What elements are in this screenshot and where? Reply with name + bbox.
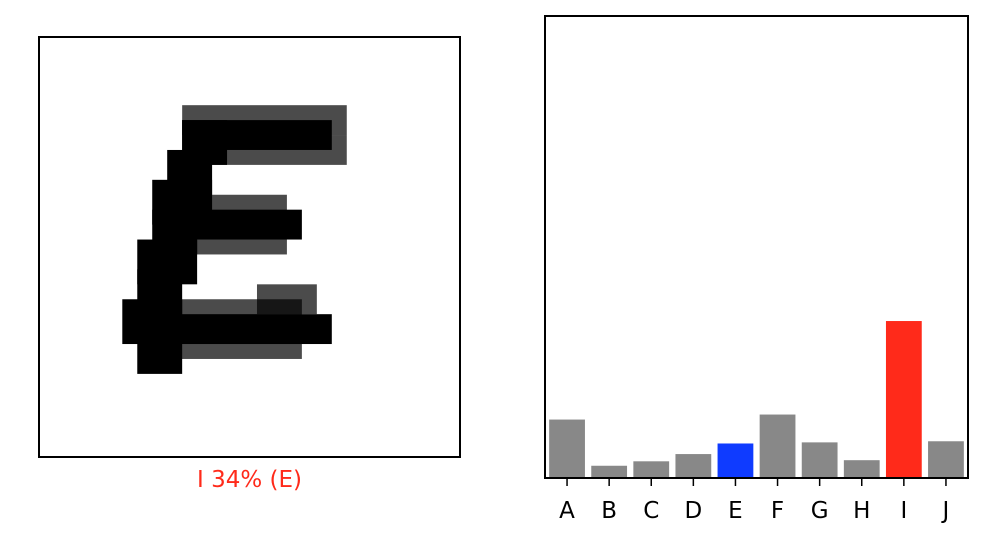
bar-c bbox=[633, 461, 670, 478]
x-tick-label-e: E bbox=[728, 498, 743, 524]
prediction-label: I 34% (E) bbox=[196, 467, 302, 493]
bar-g bbox=[801, 442, 838, 478]
bar-f bbox=[759, 414, 796, 478]
bar-a bbox=[549, 419, 585, 478]
chart-frame bbox=[544, 15, 969, 479]
bar-i bbox=[885, 321, 922, 478]
x-tick-label-f: F bbox=[771, 498, 784, 524]
x-tick-label-i: I bbox=[900, 498, 907, 524]
x-tick-label-b: B bbox=[601, 498, 617, 524]
bar-b bbox=[591, 465, 628, 478]
x-tick-label-a: A bbox=[559, 498, 575, 524]
bar-h bbox=[843, 460, 880, 478]
x-tick-label-d: D bbox=[684, 498, 702, 524]
x-tick-label-c: C bbox=[643, 498, 659, 524]
bar-j bbox=[928, 441, 964, 478]
bar-e bbox=[717, 443, 754, 478]
x-tick-label-j: J bbox=[941, 498, 950, 524]
input-image-panel bbox=[38, 36, 461, 458]
bar-d bbox=[675, 454, 712, 478]
handwritten-letter-image bbox=[122, 105, 347, 374]
x-tick-label-h: H bbox=[853, 498, 870, 524]
x-tick-label-g: G bbox=[811, 498, 829, 524]
